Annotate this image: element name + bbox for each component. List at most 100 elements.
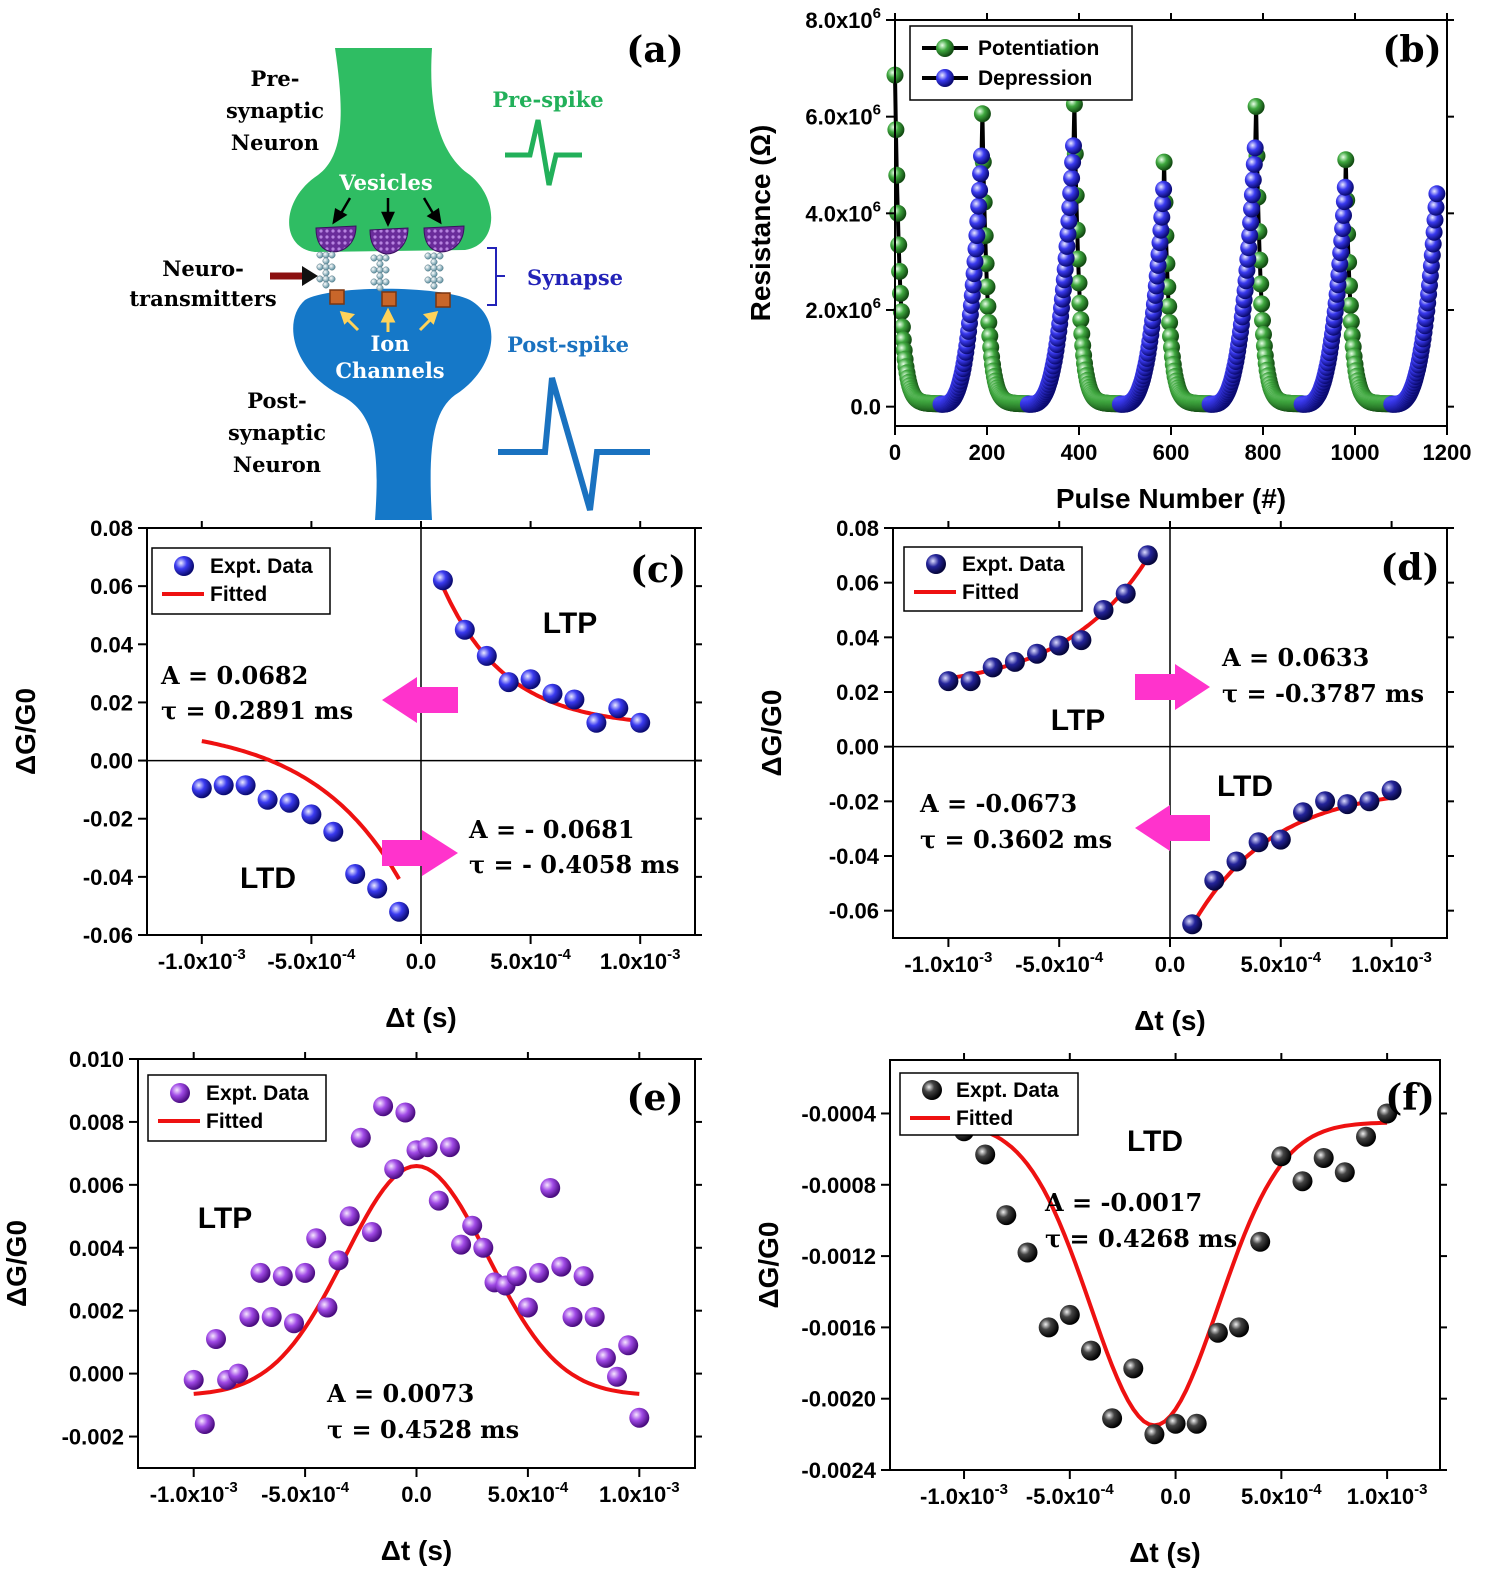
neurotransmitters-label: Neuro- transmitters — [129, 256, 276, 311]
legend: Potentiation Depression — [909, 25, 1133, 101]
potentiation-point — [1254, 312, 1271, 329]
neurotransmitter-bead — [382, 266, 390, 274]
data-point — [1250, 1231, 1271, 1252]
neurotransmitter-bead — [436, 276, 444, 284]
x-tick-label: -1.0x10-3 — [920, 1481, 1008, 1509]
data-point — [1293, 802, 1313, 823]
potentiation-point — [1252, 275, 1270, 293]
potentiation-point — [1253, 295, 1271, 313]
data-point — [1292, 1171, 1313, 1192]
data-point — [1137, 545, 1158, 566]
data-point — [608, 698, 629, 719]
depression-point — [966, 253, 984, 271]
data-point — [389, 901, 410, 922]
data-point — [1059, 1304, 1080, 1325]
potentiation-point — [1071, 294, 1089, 312]
neurotransmitter-bead — [430, 252, 438, 260]
y-axis-label: ΔG/G0 — [753, 1221, 784, 1308]
depression-point — [971, 181, 989, 199]
potentiation-point — [1341, 296, 1359, 314]
potentiation-point — [1160, 297, 1178, 315]
data-point — [191, 778, 212, 799]
chart-axes: -1.0x10-3 -5.0x10-4 0.0 5.0x10-4 1.0x10-3 -0.… — [756, 516, 1454, 1036]
data-point — [1093, 600, 1114, 620]
depression-point — [1153, 208, 1171, 226]
x-tick-label: 0.0 — [406, 949, 437, 974]
x-tick-label: -5.0x10-4 — [1015, 949, 1104, 977]
ion-channel-icon — [329, 289, 345, 305]
neurotransmitter-dots — [316, 251, 444, 292]
svg-text:synaptic: synaptic — [226, 98, 324, 123]
neurotransmitter-bead — [436, 252, 444, 260]
depression-point — [1428, 185, 1446, 203]
synapse-bracket — [487, 247, 505, 306]
data-point — [206, 1329, 226, 1349]
data-point — [960, 671, 981, 692]
x-tick-label: 0.0 — [401, 1482, 432, 1507]
neurotransmitter-bead — [436, 264, 444, 272]
neurotransmitter-bead — [376, 260, 384, 268]
x-tick-label: -5.0x10-4 — [261, 1479, 350, 1507]
data-point — [373, 1096, 394, 1117]
neurotransmitter-bead — [328, 275, 336, 283]
y-tick-label: 0.010 — [69, 1047, 124, 1072]
ltd-label: LTD — [1217, 770, 1273, 803]
y-tick-label: 0.000 — [69, 1362, 124, 1387]
data-point — [384, 1159, 405, 1180]
legend-label-depression: Depression — [978, 67, 1092, 90]
data-point — [1038, 1317, 1059, 1338]
data-point — [1071, 630, 1092, 651]
depression-point — [1335, 206, 1352, 224]
legend-label-fit: Fitted — [962, 581, 1019, 604]
potentiation-point — [1247, 98, 1265, 115]
series-potentiation — [886, 66, 1439, 413]
neurotransmitter-bead — [316, 251, 324, 259]
depression-point — [1335, 193, 1353, 211]
fit-param-a: A = - 0.0681 — [468, 815, 635, 844]
legend-marker-potentiation — [936, 39, 954, 57]
potentiation-point — [1342, 313, 1360, 331]
series-depression — [932, 137, 1446, 413]
x-axis-label: Pulse Number (#) — [1056, 483, 1286, 514]
neurotransmitter-bead — [430, 264, 438, 272]
y-tick-label: 0.08 — [90, 516, 133, 541]
potentiation-point — [980, 314, 998, 331]
data-point — [1204, 870, 1225, 891]
fit-param-tau: τ = -0.3787 ms — [1222, 679, 1424, 708]
ltd-label: LTD — [240, 862, 296, 895]
data-point — [272, 1266, 293, 1287]
x-tick-label: -1.0x10-3 — [158, 946, 246, 974]
y-tick-label: 0.006 — [69, 1173, 124, 1198]
legend-label-fit: Fitted — [956, 1107, 1013, 1130]
fit-curve — [441, 585, 641, 723]
neurotransmitter-bead — [430, 282, 438, 290]
legend-marker-depression — [936, 69, 954, 87]
y-tick-label: 0.008 — [69, 1110, 124, 1135]
data-point — [1313, 1148, 1334, 1168]
data-point — [595, 1347, 616, 1368]
potentiation-point — [888, 166, 906, 184]
svg-text:Neuron: Neuron — [231, 130, 319, 155]
legend-marker — [922, 1080, 942, 1100]
x-tick-label: 1.0x10-3 — [600, 946, 681, 974]
neurotransmitter-bead — [376, 272, 384, 280]
ion-channel-arrows — [339, 307, 439, 332]
svg-text:transmitters: transmitters — [129, 286, 276, 311]
depression-point — [1063, 169, 1081, 187]
panel-label-c: (c) — [630, 549, 686, 591]
synapse-label: Synapse — [527, 265, 623, 290]
data-point — [317, 1297, 338, 1318]
y-tick-label: 0.02 — [836, 680, 879, 705]
depression-point — [1240, 239, 1258, 257]
svg-text:synaptic: synaptic — [228, 420, 326, 445]
y-tick-label: -0.002 — [62, 1425, 124, 1450]
x-tick-label: -1.0x10-3 — [904, 949, 992, 977]
potentiation-point — [889, 204, 907, 222]
stdp-chart-d: -1.0x10-3 -5.0x10-4 0.0 5.0x10-4 1.0x10-3 -0.… — [756, 516, 1454, 1036]
data-point — [1229, 1317, 1249, 1338]
data-point — [506, 1266, 527, 1287]
x-tick-label: 0.0 — [1155, 952, 1186, 977]
data-point — [339, 1206, 360, 1227]
depression-point — [967, 240, 985, 258]
